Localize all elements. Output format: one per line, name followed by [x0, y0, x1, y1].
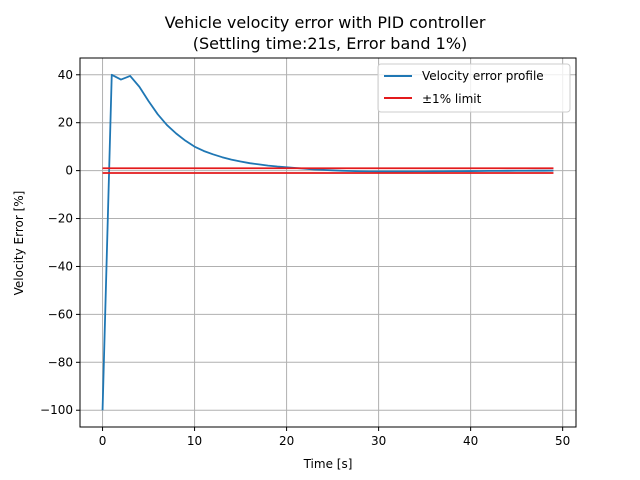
- y-tick-label: −100: [40, 403, 73, 417]
- legend-label-limit: ±1% limit: [422, 92, 482, 106]
- x-tick-label: 30: [371, 434, 386, 448]
- x-tick-label: 40: [463, 434, 478, 448]
- x-tick-label: 10: [187, 434, 202, 448]
- velocity-error-line: [101, 73, 554, 411]
- y-tick-label: −60: [48, 307, 73, 321]
- legend-box: [377, 63, 571, 113]
- y-tick-label: −40: [48, 259, 73, 273]
- x-tick-label: 20: [279, 434, 294, 448]
- x-tick-label: 0: [99, 434, 107, 448]
- chart-title: Vehicle velocity error with PID controll…: [165, 13, 486, 32]
- y-tick-label: 40: [58, 68, 73, 82]
- y-axis-label: Velocity Error [%]: [12, 191, 26, 296]
- x-axis-label: Time [s]: [303, 457, 353, 471]
- y-tick-label: 0: [65, 164, 73, 178]
- chart-subtitle: (Settling time:21s, Error band 1%): [193, 34, 468, 53]
- axis-ticks: 0 10 20 30 40 50 −100 −80 −60 −40 −20 0 20 40: [40, 68, 570, 448]
- grid: [80, 58, 576, 427]
- y-tick-label: −80: [48, 355, 73, 369]
- y-tick-label: 20: [58, 116, 73, 130]
- legend: Velocity error profile ±1% limit: [377, 63, 571, 113]
- plot-frame: [79, 57, 577, 428]
- y-tick-label: −20: [48, 212, 73, 226]
- x-tick-label: 50: [555, 434, 570, 448]
- legend-label-velocity-error: Velocity error profile: [422, 69, 544, 83]
- series-layer: [101, 73, 554, 411]
